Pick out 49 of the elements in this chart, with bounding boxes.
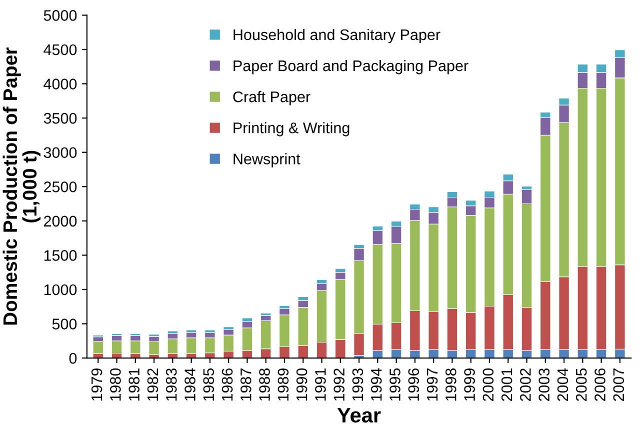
x-tick-label: 2000	[482, 368, 494, 401]
y-tick-label: 0	[69, 352, 77, 364]
y-tick-label: 2500	[44, 181, 77, 192]
x-tick-label: 1996	[408, 368, 420, 401]
x-tick-label: 1982	[147, 368, 158, 401]
y-tick-label: 5000	[44, 10, 77, 21]
legend-label: Paper Board and Packaging Paper	[234, 60, 468, 74]
x-tick-label: 2004	[557, 368, 568, 401]
x-tick-label: 1987	[240, 368, 252, 401]
y-tick-label: 500	[52, 318, 77, 330]
y-tick-label: 4500	[44, 44, 77, 56]
x-tick-label: 1979	[91, 368, 102, 401]
x-tick-label: 1981	[128, 368, 140, 401]
x-tick-label: 2005	[576, 368, 587, 401]
y-axis-title: Domestic Production of Paper (1,000 t)	[2, 48, 40, 325]
x-tick-label: 1995	[390, 368, 400, 401]
x-tick-label: 1998	[445, 368, 456, 401]
legend-label: Craft Paper	[233, 91, 310, 106]
y-tick-label: 1500	[44, 250, 77, 261]
x-tick-label: 1984	[184, 368, 196, 401]
x-tick-label: 2006	[594, 368, 606, 401]
x-tick-label: 1986	[222, 368, 233, 401]
y-tick-label: 4000	[44, 78, 77, 90]
legend-label: Newsprint	[234, 153, 300, 168]
y-tick-label: 2000	[44, 216, 77, 227]
legend-label: Household and Sanitary Paper	[234, 28, 440, 44]
x-tick-label: 1991	[315, 368, 326, 401]
x-tick-label: 1990	[296, 368, 308, 401]
x-tick-label: 1983	[166, 368, 177, 401]
x-tick-label: 1997	[426, 368, 438, 401]
bar	[148, 341, 160, 355]
bar	[92, 340, 104, 354]
y-tick-label: 3500	[44, 112, 77, 124]
x-tick-label: 1993	[352, 368, 364, 401]
legend-label: Printing & Writing	[234, 122, 350, 136]
x-tick-label: 1999	[464, 368, 475, 401]
x-tick-label: 1985	[203, 368, 214, 401]
x-tick-label: 1994	[370, 368, 382, 401]
x-tick-label: 2001	[501, 368, 512, 401]
x-axis-title: Year	[337, 408, 381, 423]
x-tick-label: 1989	[278, 368, 289, 401]
y-tick-label: 1000	[44, 284, 77, 296]
x-tick-label: 1988	[259, 368, 270, 401]
x-tick-label: 2002	[520, 368, 531, 401]
x-tick-label: 2007	[613, 368, 624, 401]
x-tick-label: 1980	[110, 368, 121, 401]
x-tick-label: 1992	[334, 368, 344, 401]
y-tick-label: 3000	[44, 147, 77, 158]
x-tick-label: 2003	[538, 368, 550, 401]
